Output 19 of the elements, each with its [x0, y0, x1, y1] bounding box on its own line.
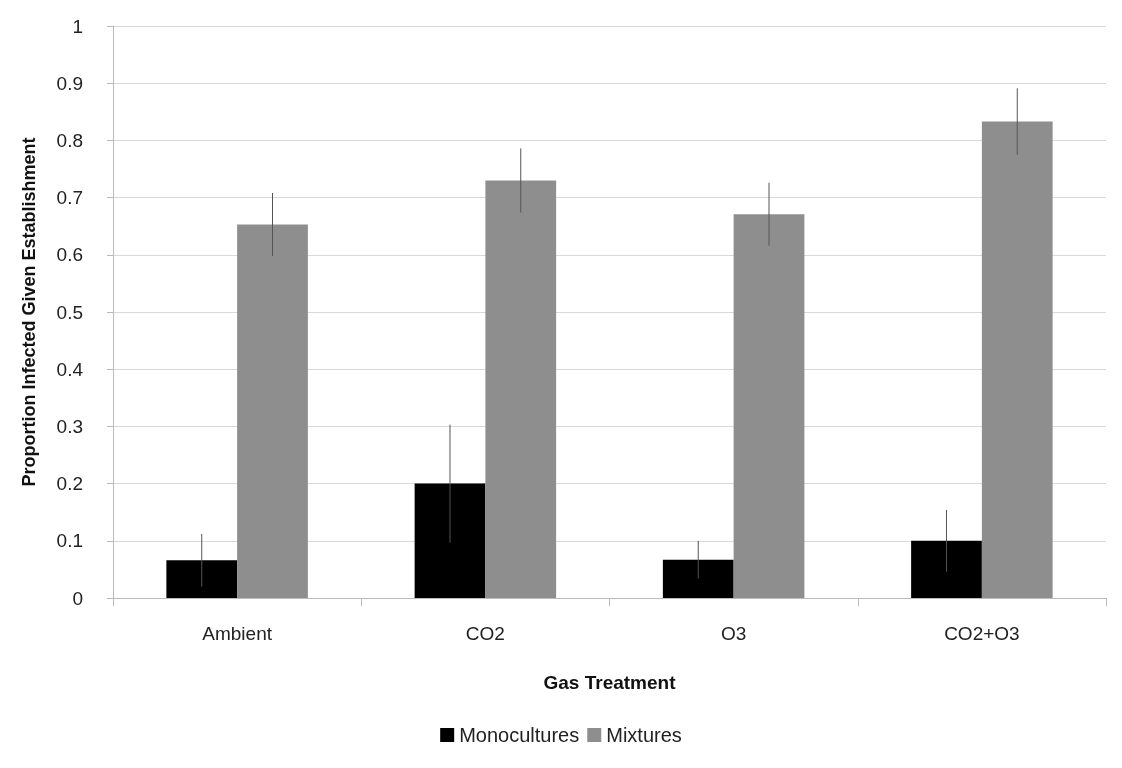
y-tick-label: 0.9 — [56, 72, 83, 94]
legend-label: Monocultures — [459, 724, 580, 746]
y-tick-label: 0 — [72, 587, 83, 609]
y-tick-label: 0.6 — [56, 244, 83, 266]
y-tick-label: 0.5 — [56, 301, 83, 323]
y-tick-label: 0.8 — [56, 129, 83, 151]
legend-label: Mixtures — [606, 724, 682, 746]
y-tick-label: 0.3 — [56, 415, 83, 437]
y-tick-label: 1 — [72, 15, 83, 37]
x-tick-label: Ambient — [202, 623, 273, 644]
x-tick-label: CO2 — [465, 623, 505, 644]
y-tick-label: 0.2 — [56, 473, 83, 495]
y-axis-title: Proportion Infected Given Establishment — [19, 137, 39, 487]
x-axis-title: Gas Treatment — [543, 672, 677, 693]
x-tick-label: CO2+O3 — [944, 623, 1020, 644]
y-tick-label: 0.4 — [56, 358, 84, 380]
y-tick-label: 0.1 — [56, 530, 83, 552]
y-tick-label: 0.7 — [56, 187, 83, 209]
x-tick-label: O3 — [720, 623, 747, 644]
